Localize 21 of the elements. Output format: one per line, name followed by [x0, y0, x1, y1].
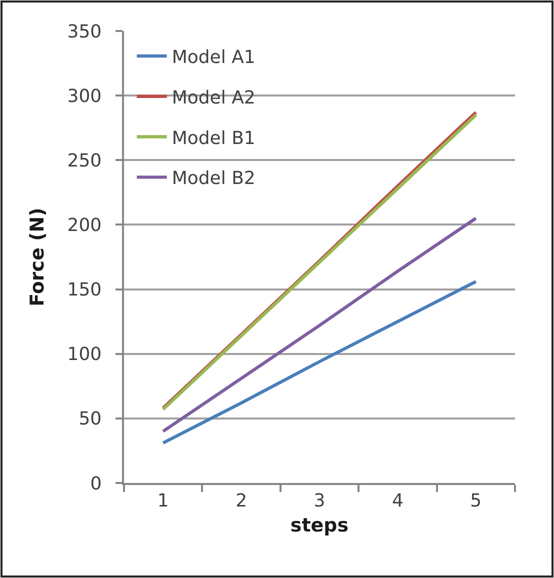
y-tick-label: 200: [67, 215, 102, 236]
x-axis-title: steps: [290, 514, 349, 537]
x-tick-label: 4: [392, 490, 404, 512]
y-tick-label: 300: [67, 86, 102, 107]
y-tick-label: 150: [67, 280, 102, 301]
x-tick-label: 2: [236, 490, 248, 512]
legend-label: Model B1: [172, 128, 256, 149]
x-tick-label: 3: [314, 490, 326, 512]
y-tick-label: 100: [67, 344, 102, 366]
y-tick-label: 350: [67, 21, 102, 42]
y-tick-label: 50: [78, 408, 102, 430]
x-tick-label: 5: [470, 490, 482, 512]
y-tick-label: 250: [67, 150, 102, 172]
y-axis-title: Force (N): [26, 208, 49, 306]
legend-label: Model B2: [172, 168, 256, 190]
line-series: [162, 280, 478, 445]
legend-label: Model A2: [172, 87, 256, 108]
x-tick-label: 1: [157, 490, 169, 512]
y-tick-label: 0: [90, 473, 102, 494]
line-series: [162, 216, 478, 433]
legend-label: Model A1: [172, 47, 256, 68]
